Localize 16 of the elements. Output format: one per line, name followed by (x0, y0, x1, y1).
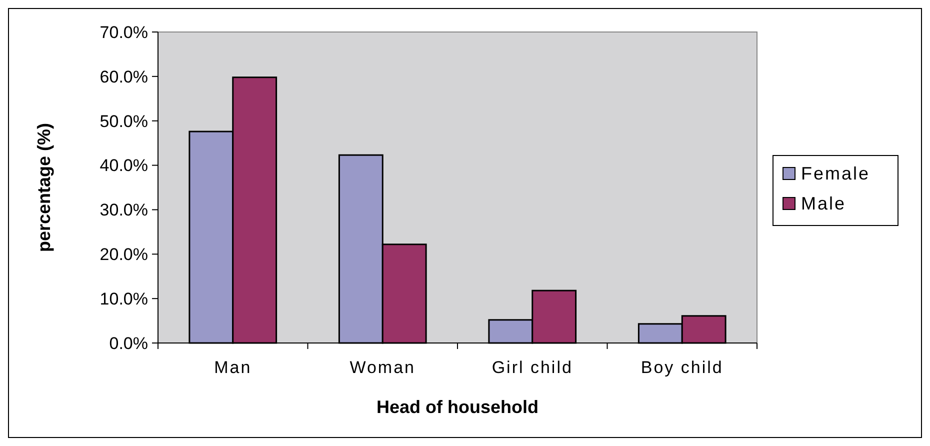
x-tick-label: Man (214, 358, 252, 377)
y-tick-label: 10.0% (100, 290, 148, 309)
y-tick-label: 30.0% (100, 200, 148, 220)
x-tick-label: Boy child (640, 358, 724, 377)
y-tick-label: 20.0% (100, 245, 148, 264)
y-tick-label: 0.0% (109, 334, 148, 353)
legend-label: Female (801, 164, 870, 184)
legend-label: Male (801, 194, 846, 214)
x-tick-label: Woman (350, 358, 416, 377)
y-axis-title: percentage (%) (34, 122, 54, 252)
y-tick-label: 60.0% (100, 67, 148, 86)
y-tick-label: 50.0% (100, 112, 148, 131)
y-tick-label: 70.0% (100, 22, 148, 42)
x-tick-label: Girl child (492, 358, 573, 377)
x-axis-title: Head of household (376, 397, 538, 417)
y-tick-label: 40.0% (100, 156, 148, 176)
